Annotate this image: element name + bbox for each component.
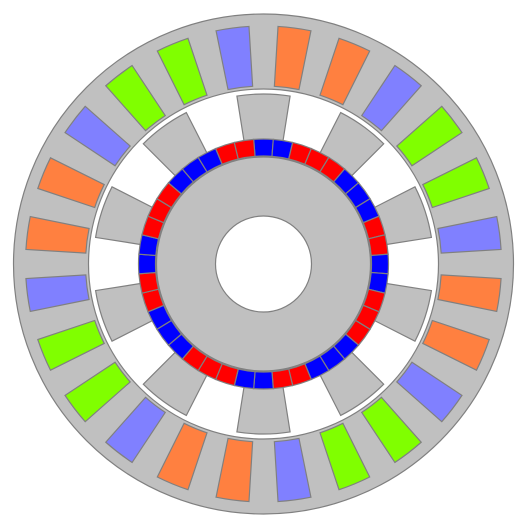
magnet-segment [234, 139, 255, 159]
shaft [216, 216, 312, 312]
magnet-segment [254, 139, 274, 156]
magnet-segment [139, 272, 159, 293]
magnet-segment [254, 372, 274, 389]
magnet-segment [139, 254, 156, 274]
magnet-segment [371, 254, 388, 274]
magnet-segment [369, 235, 389, 256]
magnet-segment [272, 369, 293, 389]
